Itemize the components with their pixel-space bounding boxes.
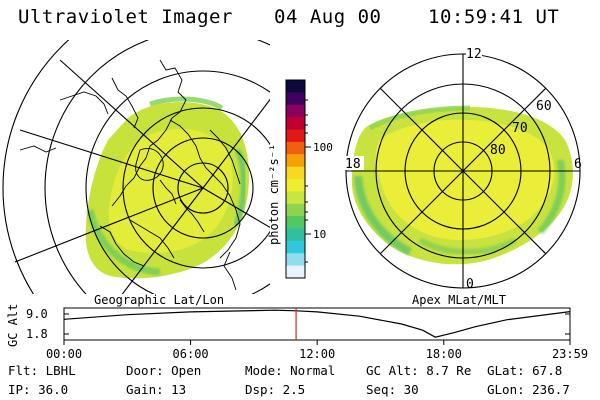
colorbar-cell [286,240,305,254]
left-panel-caption: Geographic Lat/Lon [94,293,225,307]
magnetic-polar-plot: 12 18 6 0 60 70 80 [344,46,582,292]
timeline-x-tick-label: 12:00 [299,347,335,361]
mlt-label-12: 12 [466,47,482,62]
colorbar-cell [286,117,305,131]
colorbar-cell [286,92,305,106]
timeline-y-tick-max: 9.0 [26,307,48,321]
status-geo-longitude: GLon: 236.7 [487,382,570,397]
colorbar-tick-100: 100 [313,141,333,154]
mlt-label-18: 18 [345,157,361,172]
colorbar-cell [286,141,305,155]
status-door: Door: Open [126,363,202,378]
colorbar-cell [286,228,305,242]
observation-date: 04 Aug 00 [274,6,382,28]
right-panel-caption: Apex MLat/MLT [412,293,506,307]
status-gc-altitude: GC Alt: 8.7 Re [366,363,472,378]
colorbar-cell [286,191,305,205]
colorbar-tick-10: 10 [313,228,326,241]
altitude-timeline: GC Alt 9.0 1.8 00:00 06:00 12:00 18:00 23:59 [6,304,588,361]
app-title: Ultraviolet Imager [18,6,233,28]
colorbar-cell [286,129,305,143]
timeline-y-tick-min: 1.8 [26,327,48,341]
status-mode: Mode: Normal [245,363,336,378]
colorbar-unit-label: photon cm⁻²s⁻¹ [267,144,281,245]
status-gain: Gain: 13 [126,382,187,397]
mlat-label-70: 70 [512,121,528,136]
colorbar-cell [286,179,305,192]
timeline-x-tick-label: 18:00 [426,347,462,361]
colorbar: 100 10 photon cm⁻²s⁻¹ [267,79,333,279]
colorbar-cell [286,104,305,118]
mlat-label-80: 80 [490,143,506,158]
colorbar-cell [286,154,305,168]
colorbar-cell [286,216,305,230]
status-geo-latitude: GLat: 67.8 [487,363,563,378]
mlat-label-60: 60 [536,99,552,114]
timeline-x-tick-label: 23:59 [552,347,588,361]
mlt-label-0: 0 [466,277,474,292]
status-filter: Flt: LBHL [8,363,76,378]
timeline-x-tick-label: 00:00 [46,347,82,361]
colorbar-cell [286,203,305,217]
colorbar-cell [286,80,305,93]
altitude-curve [63,309,571,338]
colorbar-cell [286,166,305,180]
status-dsp: Dsp: 2.5 [245,382,306,397]
colorbar-cell [286,253,305,267]
colorbar-cell [286,265,305,279]
status-ip: IP: 36.0 [8,382,69,397]
timeline-y-axis-label: GC Alt [6,304,20,347]
status-sequence: Seq: 30 [366,382,419,397]
geographic-map [2,40,270,294]
observation-time: 10:59:41 UT [428,6,560,28]
timeline-x-tick-label: 06:00 [173,347,209,361]
mlt-label-6: 6 [574,157,582,172]
